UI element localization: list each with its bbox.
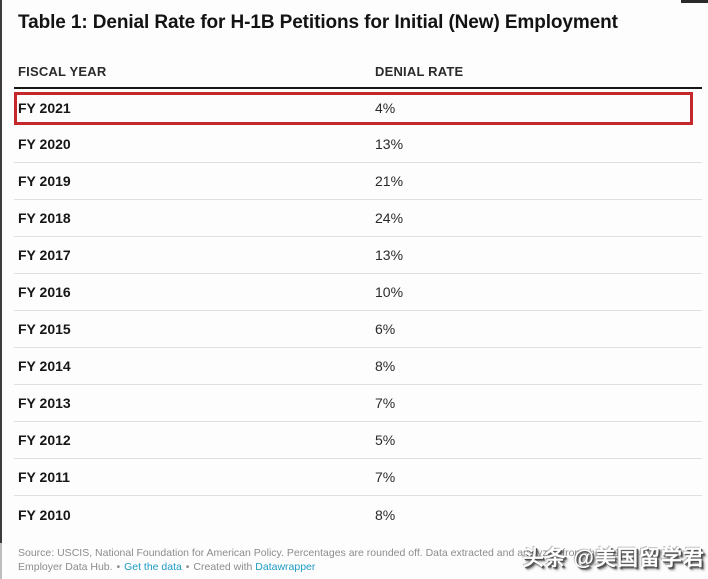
row-fiscal-year: FY 2011 bbox=[18, 469, 70, 485]
row-fiscal-year: FY 2017 bbox=[18, 247, 71, 263]
page-title: Table 1: Denial Rate for H-1B Petitions … bbox=[18, 12, 618, 33]
row-denial-rate: 5% bbox=[375, 432, 396, 448]
footer-links-line: Employer Data Hub. • Get the data • Crea… bbox=[18, 561, 628, 575]
row-fiscal-year: FY 2021 bbox=[18, 99, 71, 116]
row-denial-rate: 8% bbox=[375, 358, 396, 374]
column-header-denial-rate: DENIAL RATE bbox=[375, 64, 464, 79]
footer-bullet: • bbox=[116, 560, 121, 573]
table-row: FY 2016 10% bbox=[14, 274, 702, 311]
row-denial-rate: 10% bbox=[375, 284, 404, 300]
row-denial-rate: 13% bbox=[375, 136, 404, 152]
row-fiscal-year: FY 2018 bbox=[18, 210, 71, 226]
row-denial-rate: 7% bbox=[375, 395, 396, 411]
table-row: FY 2012 5% bbox=[14, 422, 702, 459]
row-denial-rate: 24% bbox=[375, 210, 404, 226]
left-edge-artifact bbox=[0, 0, 2, 543]
footer: Source: USCIS, National Foundation for A… bbox=[18, 547, 628, 574]
datawrapper-link[interactable]: Datawrapper bbox=[255, 560, 316, 573]
table-row: FY 2021 4% bbox=[14, 89, 702, 126]
toutiao-watermark: 头条 @美国留学君 bbox=[522, 547, 705, 570]
row-denial-rate: 6% bbox=[375, 321, 396, 337]
column-header-fiscal-year: FISCAL YEAR bbox=[18, 64, 107, 79]
table-body: FY 2021 4% FY 2020 13% FY 2019 21% FY 20… bbox=[14, 89, 702, 533]
row-fiscal-year: FY 2015 bbox=[18, 321, 71, 337]
table-row: FY 2017 13% bbox=[14, 237, 702, 274]
row-denial-rate: 8% bbox=[375, 506, 396, 523]
table-row: FY 2014 8% bbox=[14, 348, 702, 385]
row-fiscal-year: FY 2016 bbox=[18, 284, 71, 300]
footer-source-line: Source: USCIS, National Foundation for A… bbox=[18, 547, 628, 559]
row-denial-rate: 21% bbox=[375, 173, 404, 189]
row-fiscal-year: FY 2010 bbox=[18, 506, 71, 523]
row-fiscal-year: FY 2019 bbox=[18, 173, 71, 189]
row-denial-rate: 7% bbox=[375, 469, 396, 485]
left-edge-artifact-lower bbox=[0, 543, 2, 579]
row-denial-rate: 4% bbox=[375, 99, 396, 116]
header-underline bbox=[14, 87, 702, 89]
footer-bullet: • bbox=[185, 560, 190, 573]
table-row: FY 2019 21% bbox=[14, 163, 702, 200]
row-fiscal-year: FY 2014 bbox=[18, 358, 71, 374]
top-edge-artifact bbox=[681, 0, 708, 3]
table-row: FY 2020 13% bbox=[14, 126, 702, 163]
table-row: FY 2015 6% bbox=[14, 311, 702, 348]
row-fiscal-year: FY 2013 bbox=[18, 395, 71, 411]
row-fiscal-year: FY 2020 bbox=[18, 136, 71, 152]
table-row: FY 2011 7% bbox=[14, 459, 702, 496]
footer-hub-text: Employer Data Hub. bbox=[18, 560, 113, 573]
row-denial-rate: 13% bbox=[375, 247, 404, 263]
row-fiscal-year: FY 2012 bbox=[18, 432, 71, 448]
footer-created-with: Created with bbox=[193, 560, 253, 573]
table-row: FY 2013 7% bbox=[14, 385, 702, 422]
table-row: FY 2010 8% bbox=[14, 496, 702, 533]
get-the-data-link[interactable]: Get the data bbox=[124, 560, 182, 573]
table-row: FY 2018 24% bbox=[14, 200, 702, 237]
